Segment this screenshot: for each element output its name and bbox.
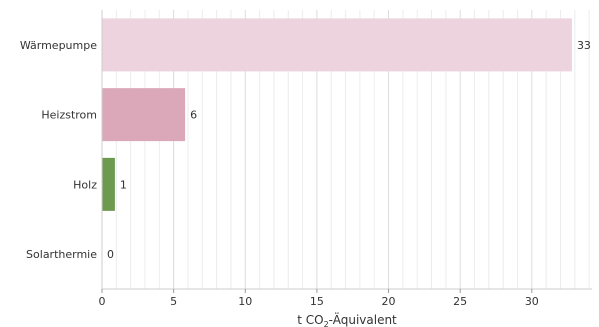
category-label: Holz	[73, 178, 97, 191]
value-label: 1	[120, 178, 127, 191]
x-tick-label: 25	[453, 295, 467, 308]
x-tick-label: 15	[310, 295, 324, 308]
category-label: Solarthermie	[26, 248, 97, 261]
value-label: 6	[190, 109, 197, 122]
bar	[102, 88, 186, 142]
value-label: 33	[577, 39, 591, 52]
category-label: Wärmepumpe	[20, 39, 97, 52]
value-label: 0	[107, 248, 114, 261]
x-tick-label: 20	[382, 295, 396, 308]
x-tick-label: 10	[238, 295, 252, 308]
axes: 0 5 10 15 20 25 30	[99, 10, 592, 308]
x-tick-label: 30	[525, 295, 539, 308]
x-tick-label: 5	[170, 295, 177, 308]
bar	[102, 18, 572, 72]
bars	[102, 18, 572, 211]
bar	[102, 157, 115, 211]
category-labels: Wärmepumpe Heizstrom Holz Solarthermie	[20, 39, 97, 261]
value-labels: 33 6 1 0	[107, 39, 591, 261]
category-label: Heizstrom	[41, 109, 97, 122]
x-tick-label: 0	[99, 295, 106, 308]
x-axis-title: t CO2-Äquivalent	[297, 312, 397, 327]
x-axis-title-subscript: 2	[324, 320, 329, 327]
